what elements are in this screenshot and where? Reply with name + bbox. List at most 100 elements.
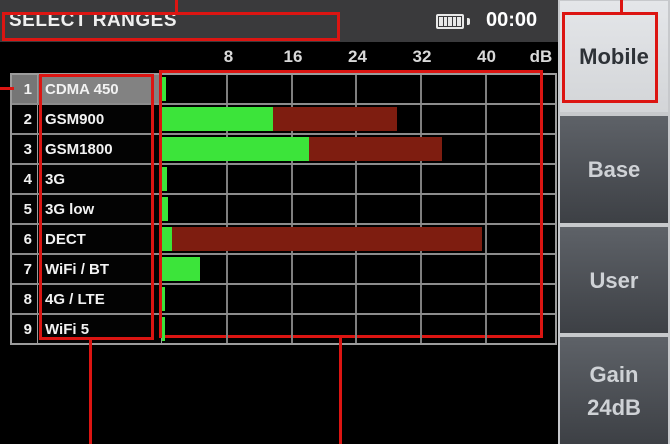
gridline bbox=[420, 75, 423, 103]
level-bar-red bbox=[171, 227, 483, 251]
gridline bbox=[355, 255, 358, 283]
side-button-mobile[interactable]: Mobile bbox=[560, 1, 668, 112]
gridline bbox=[485, 225, 488, 253]
battery-segment bbox=[443, 17, 448, 26]
table-row[interactable]: 4 3G bbox=[12, 165, 555, 195]
battery-segment bbox=[439, 17, 443, 26]
gridline bbox=[485, 165, 488, 193]
side-button-base[interactable]: Base bbox=[560, 116, 668, 223]
gridline bbox=[355, 165, 358, 193]
axis-tick-label: 24 bbox=[348, 47, 367, 66]
gridline bbox=[420, 165, 423, 193]
table-row[interactable]: 2 GSM900 bbox=[12, 105, 555, 135]
band-number: 1 bbox=[12, 75, 38, 103]
gridline bbox=[290, 165, 293, 193]
axis-tick-label: 32 bbox=[412, 47, 432, 66]
band-level-cell bbox=[162, 195, 555, 223]
level-bar-green bbox=[162, 257, 201, 281]
gridline bbox=[225, 315, 228, 343]
page-title: SELECT RANGES bbox=[9, 10, 178, 31]
gridline bbox=[485, 195, 488, 223]
table-row[interactable]: 7 WiFi / BT bbox=[12, 255, 555, 285]
level-bar-green bbox=[162, 167, 167, 191]
table-row[interactable]: 6 DECT bbox=[12, 225, 555, 255]
band-number: 6 bbox=[12, 225, 38, 253]
gridline bbox=[355, 315, 358, 343]
table-row[interactable]: 3 GSM1800 bbox=[12, 135, 555, 165]
side-button-label: Mobile bbox=[579, 44, 649, 69]
axis-tick-label: 8 bbox=[223, 47, 234, 66]
gridline bbox=[420, 195, 423, 223]
level-bar-red bbox=[273, 107, 397, 131]
band-number: 7 bbox=[12, 255, 38, 283]
axis-unit-label: dB bbox=[529, 47, 553, 66]
level-bar-green bbox=[162, 107, 273, 131]
band-number: 3 bbox=[12, 135, 38, 163]
gridline bbox=[225, 285, 228, 313]
side-button-label: Base bbox=[587, 157, 641, 182]
table-row[interactable]: 5 3G low bbox=[12, 195, 555, 225]
gridline bbox=[420, 255, 423, 283]
gridline bbox=[290, 315, 293, 343]
gridline bbox=[355, 285, 358, 313]
level-bar-green bbox=[162, 227, 172, 251]
clock-time: 00:00 bbox=[486, 9, 538, 31]
battery-segment bbox=[457, 17, 461, 26]
gridline bbox=[225, 75, 228, 103]
band-name: GSM900 bbox=[38, 105, 162, 133]
gridline bbox=[290, 195, 293, 223]
band-name: DECT bbox=[38, 225, 162, 253]
band-number: 2 bbox=[12, 105, 38, 133]
level-bar-green bbox=[162, 77, 167, 101]
axis-ticks: 8 16 24 32 40 bbox=[0, 45, 558, 71]
callout-box-title bbox=[2, 12, 340, 41]
battery-full-icon bbox=[436, 14, 464, 29]
band-name: CDMA 450 bbox=[38, 75, 162, 103]
gridline bbox=[290, 285, 293, 313]
gridline bbox=[485, 255, 488, 283]
battery-segment bbox=[452, 17, 457, 26]
band-name: GSM1800 bbox=[38, 135, 162, 163]
band-level-cell bbox=[162, 255, 555, 283]
callout-box-mobile bbox=[562, 12, 658, 103]
level-bar-green bbox=[162, 317, 166, 341]
band-name: 3G low bbox=[38, 195, 162, 223]
side-button-user[interactable]: User bbox=[560, 227, 668, 333]
callout-line-band-column bbox=[89, 339, 92, 444]
level-bar-green bbox=[162, 287, 166, 311]
gridline bbox=[420, 285, 423, 313]
gridline bbox=[225, 255, 228, 283]
band-level-cell bbox=[162, 135, 555, 163]
gridline bbox=[485, 105, 488, 133]
side-button-gain[interactable]: Gain 24dB bbox=[560, 337, 668, 444]
band-number: 8 bbox=[12, 285, 38, 313]
gridline bbox=[485, 315, 488, 343]
callout-line-mobile bbox=[620, 0, 623, 13]
gridline bbox=[420, 315, 423, 343]
gridline bbox=[485, 75, 488, 103]
gridline bbox=[290, 255, 293, 283]
table-row[interactable]: 8 4G / LTE bbox=[12, 285, 555, 315]
band-level-cell bbox=[162, 285, 555, 313]
table-row[interactable]: 1 CDMA 450 bbox=[12, 75, 555, 105]
gridline bbox=[420, 105, 423, 133]
callout-box-band-column bbox=[39, 74, 154, 340]
gridline bbox=[225, 165, 228, 193]
level-bar-green bbox=[162, 137, 310, 161]
side-button-label: User bbox=[589, 267, 639, 293]
gridline bbox=[355, 195, 358, 223]
band-number: 4 bbox=[12, 165, 38, 193]
axis-tick-label: 16 bbox=[283, 47, 303, 66]
battery-segment bbox=[448, 17, 452, 26]
gridline bbox=[485, 135, 488, 163]
callout-box-chart bbox=[159, 70, 543, 338]
band-level-cell bbox=[162, 165, 555, 193]
gridline bbox=[355, 75, 358, 103]
battery-nub bbox=[467, 18, 470, 25]
band-level-cell bbox=[162, 75, 555, 103]
band-name: 4G / LTE bbox=[38, 285, 162, 313]
level-bar-red bbox=[309, 137, 442, 161]
level-bar-green bbox=[162, 197, 168, 221]
side-button-label: Gain bbox=[589, 361, 639, 387]
